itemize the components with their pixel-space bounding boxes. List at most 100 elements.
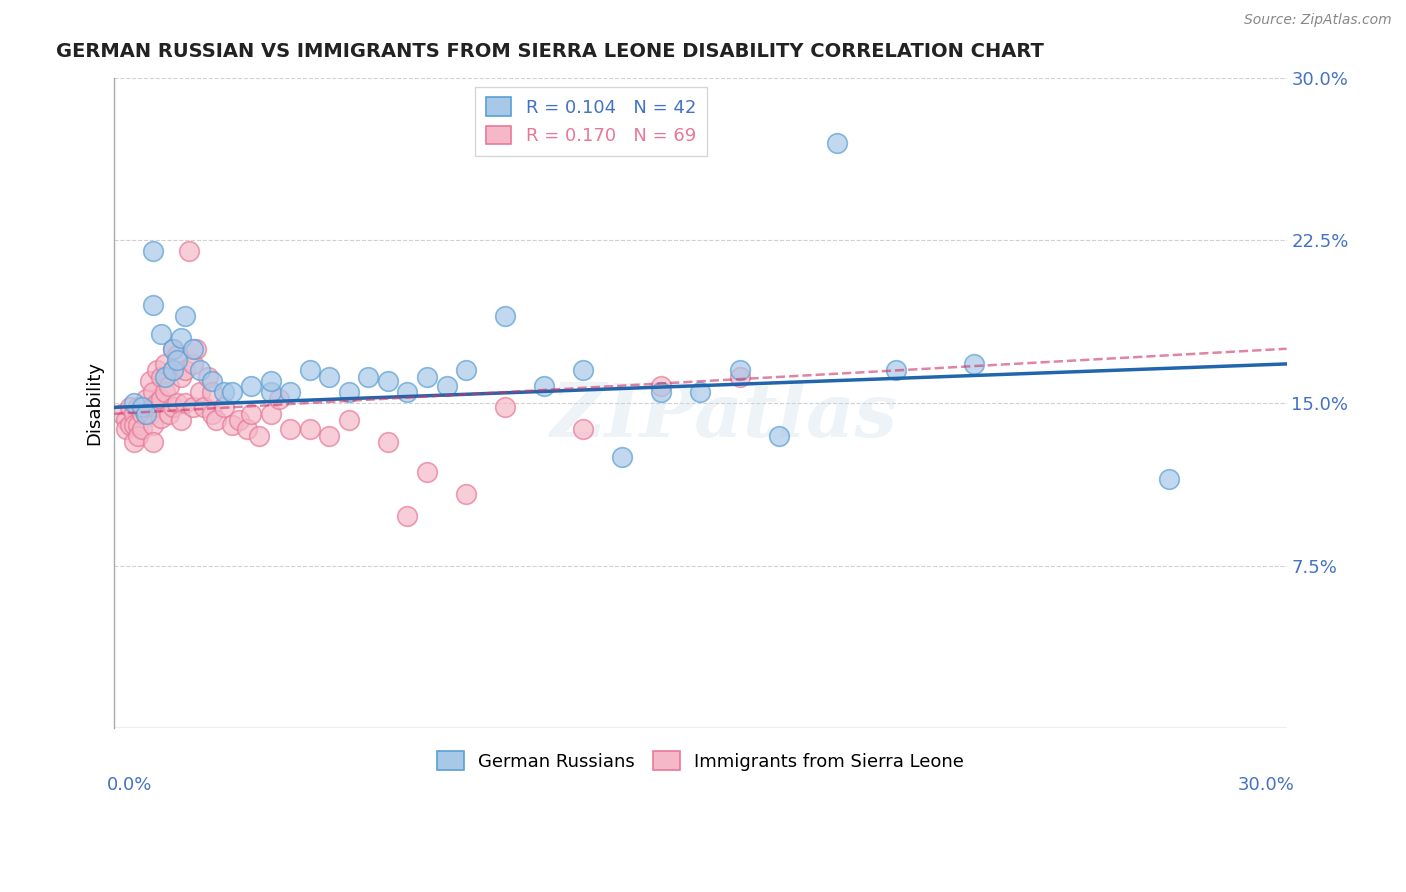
Point bbox=[201, 385, 224, 400]
Text: 0.0%: 0.0% bbox=[107, 776, 152, 794]
Point bbox=[205, 413, 228, 427]
Point bbox=[162, 363, 184, 377]
Point bbox=[135, 407, 157, 421]
Point bbox=[357, 370, 380, 384]
Point bbox=[162, 363, 184, 377]
Point bbox=[127, 417, 149, 432]
Point bbox=[278, 385, 301, 400]
Point bbox=[162, 342, 184, 356]
Point bbox=[396, 385, 419, 400]
Point bbox=[173, 363, 195, 377]
Point bbox=[197, 370, 219, 384]
Point bbox=[127, 401, 149, 415]
Point bbox=[135, 392, 157, 406]
Point bbox=[298, 422, 321, 436]
Point bbox=[260, 385, 283, 400]
Point bbox=[131, 401, 153, 415]
Y-axis label: Disability: Disability bbox=[86, 361, 103, 445]
Point bbox=[150, 392, 173, 406]
Point bbox=[181, 342, 204, 356]
Point bbox=[157, 378, 180, 392]
Point bbox=[768, 428, 790, 442]
Point bbox=[494, 309, 516, 323]
Point bbox=[173, 309, 195, 323]
Point bbox=[146, 396, 169, 410]
Point bbox=[212, 385, 235, 400]
Point bbox=[267, 392, 290, 406]
Point bbox=[170, 370, 193, 384]
Point bbox=[240, 378, 263, 392]
Point bbox=[162, 342, 184, 356]
Point bbox=[337, 413, 360, 427]
Point bbox=[150, 370, 173, 384]
Point bbox=[1159, 472, 1181, 486]
Point bbox=[884, 363, 907, 377]
Point bbox=[728, 370, 751, 384]
Point bbox=[454, 487, 477, 501]
Text: ZIPatlas: ZIPatlas bbox=[551, 380, 897, 452]
Point bbox=[190, 385, 212, 400]
Point bbox=[170, 331, 193, 345]
Point bbox=[190, 363, 212, 377]
Point bbox=[228, 413, 250, 427]
Point bbox=[533, 378, 555, 392]
Point bbox=[650, 385, 672, 400]
Point bbox=[115, 422, 138, 436]
Point bbox=[494, 401, 516, 415]
Point bbox=[162, 401, 184, 415]
Point bbox=[142, 435, 165, 450]
Point bbox=[135, 407, 157, 421]
Point bbox=[260, 374, 283, 388]
Point bbox=[247, 428, 270, 442]
Point bbox=[138, 374, 160, 388]
Point bbox=[825, 136, 848, 150]
Point bbox=[963, 357, 986, 371]
Point bbox=[142, 385, 165, 400]
Point bbox=[142, 244, 165, 259]
Point bbox=[166, 396, 188, 410]
Point bbox=[240, 407, 263, 421]
Point bbox=[142, 417, 165, 432]
Point bbox=[612, 450, 634, 465]
Point bbox=[572, 422, 595, 436]
Point bbox=[260, 407, 283, 421]
Point bbox=[122, 417, 145, 432]
Point bbox=[278, 422, 301, 436]
Point bbox=[377, 374, 399, 388]
Point bbox=[318, 428, 340, 442]
Text: 30.0%: 30.0% bbox=[1237, 776, 1295, 794]
Point bbox=[236, 422, 259, 436]
Point bbox=[170, 413, 193, 427]
Point bbox=[122, 435, 145, 450]
Point bbox=[436, 378, 458, 392]
Point bbox=[142, 298, 165, 312]
Point bbox=[122, 407, 145, 421]
Point bbox=[131, 422, 153, 436]
Point bbox=[118, 401, 141, 415]
Point bbox=[396, 508, 419, 523]
Text: GERMAN RUSSIAN VS IMMIGRANTS FROM SIERRA LEONE DISABILITY CORRELATION CHART: GERMAN RUSSIAN VS IMMIGRANTS FROM SIERRA… bbox=[56, 42, 1043, 61]
Point bbox=[377, 435, 399, 450]
Point bbox=[131, 407, 153, 421]
Point bbox=[138, 407, 160, 421]
Point bbox=[157, 407, 180, 421]
Point bbox=[318, 370, 340, 384]
Point bbox=[186, 342, 208, 356]
Point bbox=[142, 401, 165, 415]
Legend: R = 0.104   N = 42, R = 0.170   N = 69: R = 0.104 N = 42, R = 0.170 N = 69 bbox=[475, 87, 707, 156]
Point bbox=[728, 363, 751, 377]
Point bbox=[150, 326, 173, 341]
Point bbox=[650, 378, 672, 392]
Point bbox=[221, 385, 243, 400]
Point bbox=[111, 407, 134, 421]
Point bbox=[212, 401, 235, 415]
Point bbox=[181, 357, 204, 371]
Point bbox=[337, 385, 360, 400]
Point bbox=[572, 363, 595, 377]
Point bbox=[181, 401, 204, 415]
Point bbox=[155, 370, 177, 384]
Point bbox=[155, 385, 177, 400]
Point bbox=[150, 411, 173, 425]
Point bbox=[416, 370, 439, 384]
Point bbox=[298, 363, 321, 377]
